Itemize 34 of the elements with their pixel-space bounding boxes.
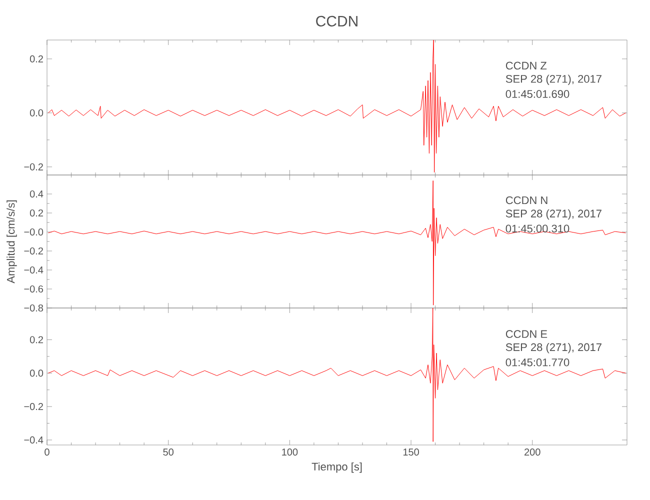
- x-tick-label: 100: [282, 448, 298, 456]
- line-series: [48, 308, 626, 442]
- annotation: SEP 28 (271), 2017: [506, 209, 602, 220]
- line-series: [48, 180, 626, 306]
- y-tick-label: 0.4: [30, 190, 44, 198]
- annotation: 01:45:00.310: [506, 224, 570, 232]
- y-tick-label: −0.4: [24, 266, 44, 274]
- y-tick-label: −0.8: [24, 304, 44, 312]
- y-tick-label: −0.0: [24, 228, 44, 236]
- y-tick-label: 0.2: [30, 55, 43, 62]
- y-tick-label: 0.2: [30, 209, 43, 217]
- y-tick-label: 0.0: [30, 109, 44, 116]
- y-tick-label: −0.6: [24, 285, 44, 293]
- annotation: 01:45:01.770: [506, 358, 570, 366]
- x-tick-label: 0: [44, 448, 50, 456]
- y-tick-label: −0.2: [24, 163, 43, 170]
- y-axis-title: Amplitud [cm/s/s]: [6, 200, 17, 284]
- x-tick-label: 200: [524, 448, 540, 456]
- y-tick-label: −0.2: [24, 403, 43, 410]
- annotation: SEP 28 (271), 2017: [506, 343, 602, 354]
- line-series: [48, 40, 626, 173]
- annotation: SEP 28 (271), 2017: [506, 74, 602, 85]
- y-tick-label: 0.2: [30, 336, 43, 344]
- annotation: 01:45:01.690: [506, 90, 570, 98]
- chart-title: CCDN: [316, 16, 358, 26]
- x-tick-label: 150: [403, 448, 419, 456]
- y-tick-label: 0.0: [30, 370, 44, 377]
- annotation: CCDN N: [506, 196, 548, 204]
- x-axis-title: Tiempo [s]: [312, 462, 362, 473]
- x-tick-label: 50: [163, 448, 174, 456]
- annotation: CCDN E: [506, 330, 548, 338]
- y-tick-label: −0.4: [24, 436, 44, 444]
- annotation: CCDN Z: [506, 62, 547, 70]
- y-tick-label: −0.2: [24, 247, 43, 255]
